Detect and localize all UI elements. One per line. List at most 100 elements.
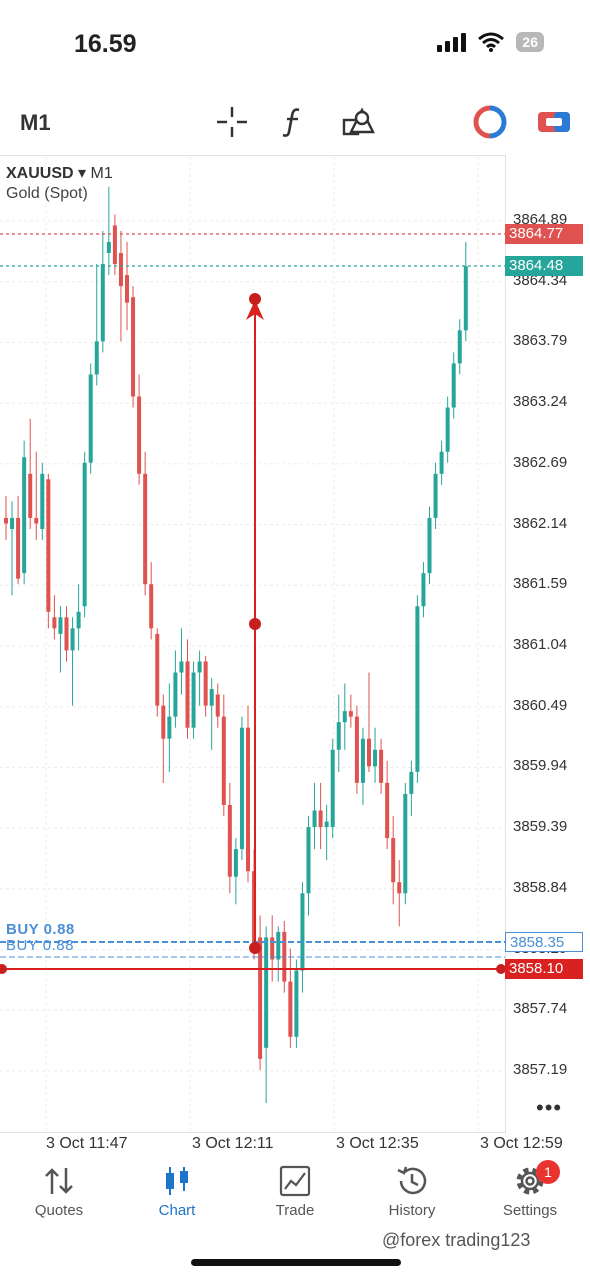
price-tick: 3861.59 [513, 575, 568, 593]
candle-body [106, 241, 111, 254]
timeframe-selector[interactable]: M1 [20, 110, 51, 135]
nav-settings[interactable]: Settings 1 [475, 1160, 585, 1219]
candle-body [457, 330, 462, 364]
more-options-icon[interactable]: ••• [536, 1095, 563, 1120]
objects-icon[interactable] [340, 104, 376, 140]
nav-quotes[interactable]: Quotes [4, 1160, 114, 1219]
candle-body [312, 810, 317, 828]
candle-body [415, 606, 420, 772]
candle-body [227, 804, 232, 877]
candle-body [276, 931, 281, 960]
price-tick: 3858.84 [513, 878, 568, 896]
candle-body [215, 694, 220, 717]
price-tick: 3863.24 [513, 393, 568, 411]
candle-body [203, 661, 208, 706]
status-bar: 16.59 26 [0, 0, 590, 90]
candle-body [40, 473, 45, 529]
symbol-header[interactable]: XAUUSD ▾ M1 [6, 163, 113, 183]
candle-body [100, 264, 105, 342]
candle-body [258, 937, 263, 1059]
candle-body [161, 705, 166, 739]
candle-body [354, 716, 359, 783]
candle-body [385, 782, 390, 839]
candle-body [306, 827, 311, 894]
price-tick: 3857.74 [513, 1000, 568, 1018]
candle-body [348, 711, 353, 717]
price-axis[interactable]: 3864.89 3864.34 3863.79 3863.24 3862.69 3862.… [505, 155, 590, 1131]
candlestick-chart[interactable] [0, 156, 505, 1132]
nav-label: Chart [158, 1202, 196, 1219]
price-tick: 3860.49 [513, 696, 568, 714]
ask-price-label: 3864.77 [505, 224, 583, 244]
candle-body [336, 722, 341, 750]
candle-body [439, 451, 444, 474]
candle-body [131, 297, 136, 397]
trade-icon [279, 1165, 311, 1197]
symbol-description: Gold (Spot) [6, 185, 88, 202]
arrow-handle [249, 942, 261, 954]
candle-body [324, 821, 329, 828]
candle-body [197, 661, 202, 673]
signal-icon [437, 33, 467, 52]
candle-body [246, 727, 250, 872]
candle-body [16, 517, 21, 579]
symbol-dropdown-icon[interactable]: ▾ [78, 165, 87, 182]
nav-trade[interactable]: Trade [240, 1160, 350, 1219]
candle-body [82, 462, 87, 607]
home-indicator [191, 1259, 401, 1266]
candle-body [330, 749, 335, 828]
candle-body [173, 672, 178, 717]
candle-body [179, 661, 184, 673]
nav-history[interactable]: History [357, 1160, 467, 1219]
chart-area[interactable] [0, 155, 506, 1133]
status-icons: 26 [436, 32, 544, 52]
candle-body [239, 727, 244, 850]
buy-position-label[interactable]: BUY 0.88 [6, 937, 74, 954]
line-handle [496, 964, 505, 974]
price-tick: 3864.89 [513, 211, 568, 228]
candle-body [451, 363, 456, 408]
candle-body [300, 893, 305, 971]
arrow-handle [249, 293, 261, 305]
candle-body [360, 738, 365, 783]
nav-chart[interactable]: Chart [122, 1160, 232, 1219]
candle-body [22, 457, 27, 574]
wifi-icon [478, 32, 505, 52]
one-click-trading-icon[interactable] [472, 104, 508, 140]
crosshair-icon[interactable] [214, 104, 250, 140]
candle-body [52, 617, 57, 629]
candle-body [342, 711, 347, 723]
candle-body [137, 396, 142, 474]
trade-toggle-icon[interactable] [536, 104, 572, 140]
candle-body [367, 738, 371, 767]
arrow-head [246, 300, 264, 320]
price-tick: 3863.79 [513, 332, 568, 350]
candle-body [76, 611, 81, 629]
candle-body [427, 517, 432, 574]
candle-body [403, 793, 408, 894]
bid-price-label: 3864.48 [505, 256, 583, 276]
candle-body [294, 970, 299, 1037]
candle-body [149, 584, 154, 629]
candle-body [373, 749, 378, 767]
candle-body [379, 749, 384, 783]
nav-label: Trade [275, 1202, 315, 1219]
nav-label: History [388, 1202, 436, 1219]
candle-body [125, 275, 129, 303]
symbol-timeframe: M1 [90, 165, 113, 182]
candle-body [34, 517, 39, 524]
candle-body [167, 716, 172, 739]
candle-body [397, 882, 402, 894]
price-tick: 3862.14 [513, 514, 568, 532]
notification-badge: 1 [536, 1160, 560, 1184]
candle-body [70, 628, 75, 651]
buy-position-label[interactable]: BUY 0.88 [6, 921, 75, 938]
candle-body [221, 716, 226, 805]
price-tick: 3857.19 [513, 1061, 568, 1078]
function-icon[interactable] [276, 104, 312, 140]
symbol-name[interactable]: XAUUSD [6, 165, 74, 182]
candle-body [155, 633, 160, 706]
candle-body [191, 672, 196, 728]
time-tick: 3 Oct 12:11 [192, 1135, 274, 1152]
candle-body [318, 810, 323, 828]
